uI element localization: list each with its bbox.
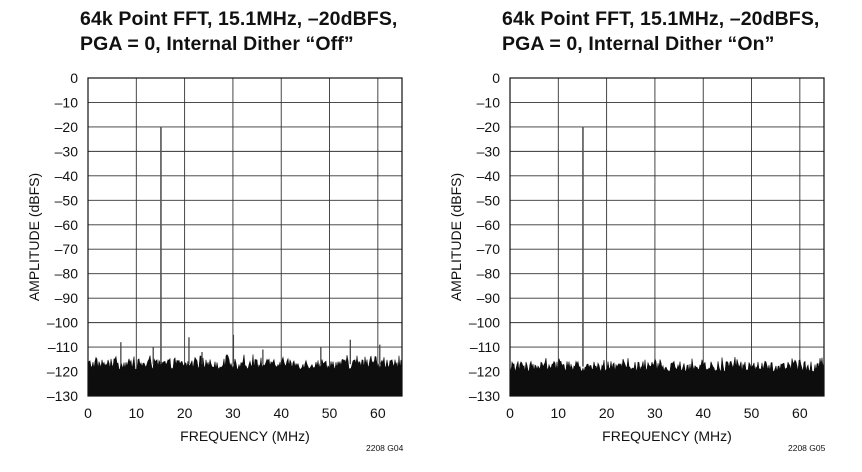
x-tick-label: 0 (506, 405, 514, 421)
fft-plot: 0 –10 –20 –30 –40 –50 –60 –70 –80 –90 –100 –110 –120… (47, 70, 403, 421)
y-tick-label: –10 (477, 94, 501, 110)
x-tick-label: 30 (647, 405, 663, 421)
y-tick-label: –70 (55, 241, 79, 257)
chart-title-line-1: 64k Point FFT, 15.1MHz, –20dBFS, (502, 8, 820, 30)
x-tick-label: 60 (370, 405, 386, 421)
chart-title-line-2: PGA = 0, Internal Dither “On” (502, 33, 775, 55)
x-tick-label: 50 (744, 405, 760, 421)
x-tick-label: 50 (322, 405, 338, 421)
y-tick-label: –120 (469, 364, 500, 380)
plot-frame (87, 77, 403, 397)
y-tick-label: –60 (477, 217, 501, 233)
noise-floor (509, 356, 825, 397)
x-tick-label: 30 (225, 405, 241, 421)
x-tick-label: 40 (273, 405, 289, 421)
chart-title-line-2: PGA = 0, Internal Dither “Off” (80, 33, 354, 55)
figure-code: 2208 G04 (366, 443, 404, 453)
y-tick-label: –110 (48, 339, 78, 355)
y-tick-label: –30 (55, 143, 79, 159)
y-tick-label: 0 (70, 70, 78, 86)
y-tick-label: –100 (469, 315, 500, 331)
fft-plot: 0 –10 –20 –30 –40 –50 –60 –70 –80 –90 –100 –110 –120… (469, 70, 825, 421)
y-tick-label: –90 (55, 290, 79, 306)
x-tick-label: 10 (129, 405, 145, 421)
y-tick-label: –30 (477, 143, 501, 159)
y-tick-label: –130 (469, 388, 500, 404)
y-tick-label: –70 (477, 241, 501, 257)
y-tick-label: –40 (55, 168, 79, 184)
x-axis-label: FREQUENCY (MHz) (180, 428, 310, 444)
y-tick-label: –100 (47, 315, 78, 331)
y-tick-label: –40 (477, 168, 501, 184)
y-tick-label: 0 (492, 70, 500, 86)
y-tick-label: –60 (55, 217, 79, 233)
fft-panel-dither-on: 64k Point FFT, 15.1MHz, –20dBFS, PGA = 0… (422, 0, 853, 472)
y-tick-label: –10 (55, 94, 79, 110)
y-tick-label: –90 (477, 290, 501, 306)
x-tick-label: 40 (695, 405, 711, 421)
y-tick-label: –80 (477, 266, 501, 282)
figure-code: 2208 G05 (788, 443, 826, 453)
x-tick-label: 20 (177, 405, 193, 421)
x-tick-label: 60 (792, 405, 808, 421)
x-tick-label: 10 (551, 405, 567, 421)
chart-title-line-1: 64k Point FFT, 15.1MHz, –20dBFS, (80, 8, 398, 30)
x-tick-label: 0 (84, 405, 92, 421)
x-tick-label: 20 (599, 405, 615, 421)
y-tick-label: –120 (47, 364, 78, 380)
x-axis-label: FREQUENCY (MHz) (602, 428, 732, 444)
y-tick-label: –130 (47, 388, 78, 404)
gridlines (87, 77, 402, 397)
y-tick-label: –110 (470, 339, 500, 355)
plot-frame (509, 77, 825, 397)
y-tick-label: –50 (477, 192, 501, 208)
noise-floor (87, 354, 403, 397)
fft-panel-dither-off: 64k Point FFT, 15.1MHz, –20dBFS, PGA = 0… (26, 8, 404, 453)
y-tick-label: –20 (477, 119, 501, 135)
gridlines (509, 77, 824, 397)
y-tick-label: –80 (55, 266, 79, 282)
y-tick-label: –20 (55, 119, 79, 135)
y-tick-label: –50 (55, 192, 79, 208)
